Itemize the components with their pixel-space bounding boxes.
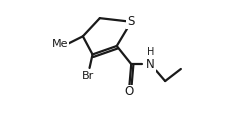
Text: N: N: [146, 58, 155, 71]
Text: Br: Br: [82, 71, 94, 81]
Text: O: O: [124, 85, 133, 98]
Text: Me: Me: [52, 39, 68, 49]
Text: H: H: [147, 47, 154, 57]
Text: S: S: [127, 15, 135, 28]
